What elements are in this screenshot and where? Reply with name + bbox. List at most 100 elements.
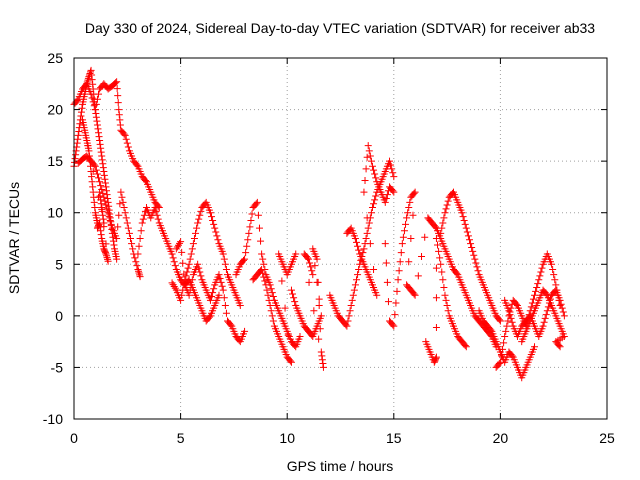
data-point (384, 298, 392, 306)
data-point (134, 267, 142, 275)
data-point (260, 260, 268, 268)
data-point (532, 287, 540, 295)
data-point (131, 254, 139, 262)
data-point (186, 286, 194, 294)
data-point (405, 204, 413, 212)
data-point (365, 219, 373, 227)
data-point (169, 281, 177, 289)
data-point (213, 232, 221, 240)
data-point (118, 193, 126, 201)
data-point (506, 311, 514, 319)
data-point (172, 245, 180, 253)
data-point (255, 224, 263, 232)
data-point (383, 278, 391, 286)
data-point (542, 311, 550, 319)
data-point (495, 316, 503, 324)
data-point (170, 258, 178, 266)
data-point (113, 78, 121, 86)
data-point (113, 235, 121, 242)
data-point (549, 265, 557, 273)
data-point (97, 148, 105, 156)
data-point (208, 293, 216, 301)
y-tick-label: 25 (47, 50, 63, 66)
data-point (176, 239, 184, 247)
data-point (134, 250, 142, 258)
data-point (247, 216, 255, 224)
data-point (410, 290, 418, 298)
data-point (440, 283, 448, 291)
data-point (538, 264, 546, 272)
data-point (71, 155, 79, 163)
data-point (87, 66, 95, 74)
data-point (88, 94, 96, 102)
data-point (88, 178, 96, 186)
data-point (221, 260, 229, 268)
data-point (135, 242, 143, 250)
data-point (394, 276, 402, 284)
data-point (543, 307, 551, 315)
data-point (171, 262, 179, 270)
data-point (97, 231, 105, 239)
data-point (527, 303, 535, 311)
data-point (244, 236, 252, 244)
data-point (93, 121, 101, 129)
data-point (98, 156, 106, 164)
data-point (87, 68, 95, 76)
data-point (367, 209, 375, 217)
data-point (96, 137, 104, 145)
data-point (154, 202, 162, 210)
data-point (363, 214, 371, 222)
data-point (269, 293, 277, 301)
data-point (306, 259, 314, 267)
data-point (536, 272, 544, 280)
data-point (104, 257, 112, 265)
data-point (77, 112, 85, 120)
data-point (350, 286, 358, 294)
data-point (284, 331, 292, 339)
x-tick-label: 15 (386, 430, 402, 446)
data-point (533, 283, 541, 291)
data-point (246, 223, 254, 231)
data-point (90, 193, 98, 201)
data-point (210, 285, 218, 293)
data-point (388, 165, 396, 173)
data-point (93, 117, 101, 125)
data-point (257, 237, 265, 245)
data-point (317, 312, 325, 320)
data-point (317, 348, 325, 356)
data-point (98, 152, 106, 160)
data-point (267, 285, 275, 293)
data-point (173, 243, 181, 251)
data-point (74, 131, 82, 139)
data-point (73, 139, 81, 147)
plot-frame (73, 57, 608, 420)
data-point (458, 209, 466, 217)
data-point (222, 265, 230, 273)
series-arc8 (232, 198, 304, 351)
data-point (397, 249, 405, 257)
data-point (370, 166, 378, 174)
data-point (102, 183, 110, 191)
data-point (365, 147, 373, 155)
data-point (278, 277, 286, 285)
data-point (248, 210, 256, 218)
data-point (124, 143, 132, 151)
data-point (499, 345, 507, 353)
data-point (93, 95, 101, 103)
data-point (396, 258, 404, 266)
data-point (346, 307, 354, 315)
data-point (531, 343, 539, 351)
data-point (382, 195, 390, 203)
data-point (390, 322, 398, 330)
data-point (342, 321, 350, 329)
data-point (512, 300, 520, 308)
data-point (459, 213, 467, 221)
data-point (99, 215, 107, 223)
series-arc13 (381, 188, 436, 330)
data-point (444, 307, 452, 315)
data-point (215, 291, 223, 299)
data-point (461, 342, 469, 350)
data-point (409, 211, 417, 219)
data-point (372, 192, 380, 200)
data-point (97, 144, 105, 152)
